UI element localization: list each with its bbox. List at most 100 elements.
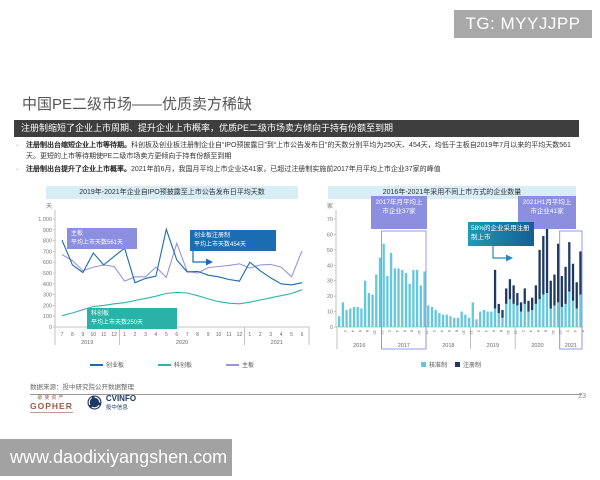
svg-text:8: 8 (365, 330, 370, 333)
footer-logos: 歌斐资产 GOPHER CVINFO 投中信息 (30, 394, 136, 413)
bar-approval (341, 302, 345, 327)
bar-approval (575, 308, 578, 327)
bar-approval (519, 311, 523, 327)
bar-approval (386, 276, 389, 327)
bar-approval (456, 317, 460, 327)
svg-text:天: 天 (46, 203, 52, 210)
bar-approval (545, 293, 549, 327)
bar-approval (479, 311, 482, 327)
callout-2017-average: 2017年月平均上市企业37家 (371, 196, 427, 229)
svg-text:2021: 2021 (271, 340, 283, 346)
bar-approval (378, 257, 382, 327)
bar-approval (419, 285, 422, 327)
legend-line-swatch (89, 363, 103, 366)
svg-text:11: 11 (226, 332, 231, 338)
bar-approval (542, 294, 545, 327)
svg-text:4: 4 (529, 330, 534, 333)
bar-registration (519, 302, 523, 312)
cvinfo-logo-cn: 投中信息 (105, 405, 128, 411)
svg-text:5: 5 (290, 332, 293, 338)
svg-text:12: 12 (425, 330, 430, 335)
tg-badge: TG: MYYJJPP (454, 10, 592, 38)
bar-registration (493, 269, 497, 309)
bar-registration (575, 282, 578, 309)
svg-text:6: 6 (447, 330, 452, 333)
svg-text:6: 6 (536, 330, 541, 333)
bar-approval (441, 314, 445, 327)
bullet-marker: · (16, 142, 19, 149)
bar-approval (560, 306, 564, 327)
svg-text:6: 6 (402, 330, 407, 333)
bar-registration (534, 285, 538, 304)
svg-text:6: 6 (175, 332, 178, 338)
bar-approval (497, 313, 500, 327)
legend-item: 创业板 (89, 360, 124, 369)
svg-text:10: 10 (216, 332, 222, 338)
bar-approval (564, 303, 567, 327)
bar-approval (527, 311, 530, 327)
svg-text:2021: 2021 (565, 343, 577, 349)
svg-text:1: 1 (123, 332, 126, 338)
gopher-logo-rule (30, 412, 73, 413)
svg-text:2: 2 (566, 330, 571, 333)
bar-approval (397, 268, 400, 327)
bar-approval (438, 313, 441, 327)
bar-approval (423, 271, 426, 327)
svg-text:4: 4 (395, 330, 400, 333)
svg-text:800: 800 (43, 239, 52, 245)
bar-approval (434, 310, 437, 327)
bar-approval (349, 308, 352, 327)
svg-text:2: 2 (432, 330, 437, 333)
svg-text:10: 10 (417, 330, 422, 335)
svg-text:6: 6 (491, 330, 496, 333)
bar-approval (360, 308, 363, 327)
svg-text:6: 6 (301, 332, 304, 338)
svg-text:4: 4 (484, 330, 489, 333)
elbow-arrow-icon (492, 246, 513, 262)
bar-registration (545, 223, 549, 294)
svg-text:8: 8 (196, 332, 199, 338)
svg-text:10: 10 (551, 330, 556, 335)
bar-approval (482, 310, 486, 327)
bar-registration (560, 276, 564, 307)
bar-approval (460, 311, 463, 327)
year-highlight-box-2021 (559, 230, 583, 350)
bar-approval (464, 314, 467, 327)
series-line-2 (61, 241, 303, 282)
bullet-list: · 注册制出台缩短企业上市等待期。科创板及创业板注册制企业自“IPO预披露日”到… (16, 141, 582, 179)
bar-approval (493, 308, 497, 327)
svg-text:4: 4 (280, 332, 283, 338)
bar-approval (404, 273, 408, 327)
bar-registration (512, 285, 515, 304)
svg-text:10: 10 (373, 330, 378, 335)
bar-approval (389, 252, 393, 327)
svg-text:家: 家 (327, 202, 333, 210)
svg-text:900: 900 (43, 228, 52, 234)
legend-square-swatch (420, 362, 426, 367)
svg-text:9: 9 (81, 332, 84, 338)
bar-approval (345, 310, 348, 327)
svg-text:10: 10 (462, 330, 467, 335)
gopher-logo-en: GOPHER (30, 401, 73, 411)
bar-approval (445, 314, 448, 327)
svg-text:12: 12 (111, 332, 117, 338)
bar-approval (568, 291, 571, 327)
svg-text:20: 20 (327, 294, 333, 300)
svg-text:12: 12 (469, 330, 474, 335)
svg-text:2: 2 (521, 330, 526, 333)
svg-text:7: 7 (186, 332, 189, 338)
svg-text:2: 2 (477, 330, 482, 333)
svg-text:8: 8 (410, 330, 415, 333)
series-line-1 (61, 289, 303, 317)
gopher-logo-cn: 歌斐资产 (37, 395, 66, 401)
svg-text:700: 700 (43, 249, 52, 255)
svg-text:9: 9 (207, 332, 210, 338)
legend-square-swatch (455, 362, 460, 367)
bar-approval (356, 306, 359, 327)
svg-text:8: 8 (499, 330, 504, 333)
bar-approval (352, 306, 356, 327)
bar-approval (486, 311, 489, 327)
svg-text:10: 10 (506, 330, 511, 335)
svg-text:6: 6 (581, 330, 586, 333)
bullet-item: · 注册制出台缩短企业上市等待期。科创板及创业板注册制企业自“IPO预披露日”到… (16, 141, 582, 162)
